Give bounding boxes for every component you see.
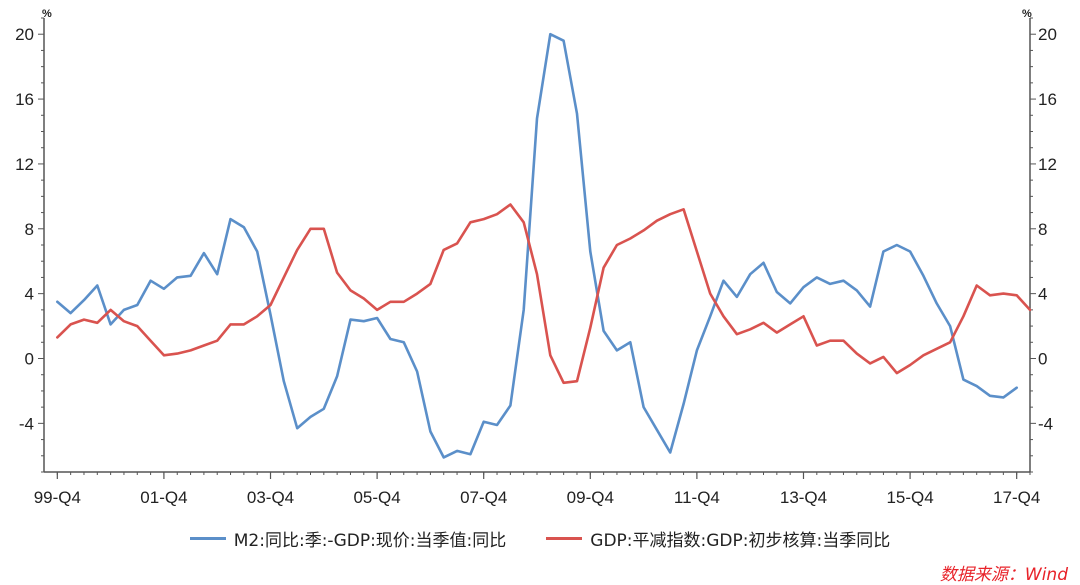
x-tick-label: 99-Q4	[34, 488, 81, 507]
legend-label-m2: M2:同比:季:-GDP:现价:当季值:同比	[233, 531, 507, 551]
y-tick-label-right: 20	[1038, 25, 1057, 44]
y-tick-label-left: -4	[19, 414, 34, 433]
x-tick-label: 11-Q4	[674, 488, 720, 507]
series-line-gdp-deflator	[55, 203, 1032, 385]
series-line-m2	[55, 32, 1019, 459]
x-tick-label: 17-Q4	[993, 488, 1040, 507]
legend-swatch-m2	[189, 537, 226, 540]
y-tick-label-right: 8	[1038, 220, 1047, 239]
legend-item-gdp: GDP:平减指数:GDP:初步核算:当季同比	[546, 526, 890, 551]
y-tick-label-right: 16	[1038, 90, 1057, 109]
legend-label-gdp: GDP:平减指数:GDP:初步核算:当季同比	[590, 531, 891, 551]
y-unit-right: %	[1022, 8, 1032, 20]
y-tick-label-right: 12	[1038, 155, 1057, 174]
y-tick-label-right: 0	[1038, 350, 1047, 369]
x-tick-label: 05-Q4	[353, 488, 400, 507]
axes: % % -4 -4 0 0 4 4 8 8 12 12 16 16 20 20 99-Q4 01-Q4 03-Q4 0…	[15, 8, 1057, 507]
y-tick-label-right: -4	[1038, 414, 1053, 433]
legend: M2:同比:季:-GDP:现价:当季值:同比 GDP:平减指数:GDP:初步核算…	[0, 526, 1080, 551]
y-tick-label-left: 12	[15, 155, 34, 174]
source-note: 数据来源：Wind	[939, 565, 1068, 585]
x-tick-label: 15-Q4	[886, 488, 933, 507]
x-tick-label: 03-Q4	[247, 488, 294, 507]
legend-swatch-gdp	[546, 537, 583, 540]
x-tick-label: 13-Q4	[780, 488, 827, 507]
y-tick-label-left: 16	[15, 90, 34, 109]
y-tick-label-left: 4	[25, 285, 34, 304]
y-tick-label-left: 0	[25, 350, 34, 369]
x-tick-label: 09-Q4	[567, 488, 614, 507]
y-tick-label-left: 20	[15, 25, 34, 44]
x-tick-label: 07-Q4	[460, 488, 507, 507]
x-tick-label: 01-Q4	[140, 488, 187, 507]
y-tick-label-right: 4	[1038, 285, 1047, 304]
y-tick-label-left: 8	[25, 220, 34, 239]
series-layer	[55, 32, 1032, 459]
y-unit-left: %	[42, 8, 52, 20]
legend-item-m2: M2:同比:季:-GDP:现价:当季值:同比	[189, 526, 507, 551]
